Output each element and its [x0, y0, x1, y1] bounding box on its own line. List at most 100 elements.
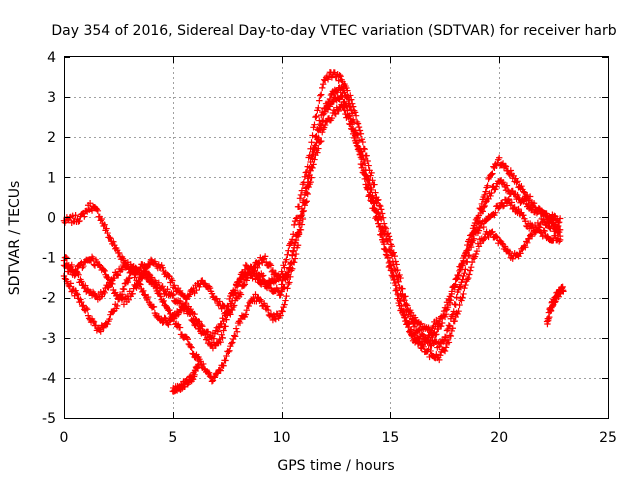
data-point [240, 282, 248, 289]
data-point [355, 147, 363, 155]
data-point [237, 291, 245, 298]
data-point [201, 331, 209, 339]
data-point [336, 96, 343, 103]
data-point [278, 307, 285, 315]
data-point [283, 292, 290, 300]
data-point [464, 276, 471, 283]
data-point [464, 241, 471, 249]
data-point [505, 195, 513, 203]
data-point [297, 213, 305, 220]
data-point [207, 334, 215, 341]
data-point [198, 321, 205, 329]
data-point [520, 188, 527, 195]
y-tick-label: 4 [47, 50, 56, 66]
data-point [375, 196, 382, 203]
data-point [294, 242, 302, 249]
data-point [295, 203, 303, 210]
data-point [170, 291, 177, 298]
data-point [416, 321, 424, 328]
data-point [347, 92, 354, 99]
series-segment-e [169, 357, 203, 395]
data-point [373, 213, 380, 220]
data-point [458, 297, 465, 304]
data-point [186, 291, 193, 298]
data-point [289, 251, 296, 259]
data-point [220, 327, 227, 334]
chart-title: Day 354 of 2016, Sidereal Day-to-day VTE… [51, 23, 616, 39]
data-point [419, 331, 426, 338]
data-point [346, 112, 353, 119]
data-point [314, 149, 321, 156]
data-point [556, 236, 564, 244]
data-point [263, 284, 271, 292]
data-point [89, 255, 97, 262]
data-point [290, 231, 297, 238]
data-point [297, 191, 305, 199]
data-point [284, 285, 291, 292]
data-point [197, 281, 204, 288]
data-point [304, 182, 311, 190]
data-point [358, 136, 366, 143]
data-point [394, 266, 401, 274]
data-point [453, 294, 460, 301]
data-point [309, 155, 316, 162]
data-point [227, 311, 234, 318]
data-point [349, 125, 357, 133]
data-point [277, 312, 284, 319]
data-point [86, 200, 94, 207]
data-point [306, 171, 313, 179]
data-point [318, 122, 325, 129]
data-point [549, 216, 556, 223]
data-point [503, 200, 511, 207]
data-point [366, 191, 373, 198]
data-point [216, 335, 223, 343]
data-point [395, 292, 402, 300]
data-point [515, 194, 522, 202]
data-point [164, 286, 171, 293]
data-point [316, 97, 323, 104]
data-point [263, 303, 271, 310]
data-point [296, 195, 304, 202]
data-point [385, 263, 393, 271]
data-point [498, 240, 506, 247]
data-point [461, 269, 468, 277]
data-point [327, 91, 335, 99]
data-point [298, 187, 306, 194]
data-point [445, 339, 453, 346]
data-point [266, 280, 274, 287]
data-point [393, 261, 400, 268]
data-point [191, 310, 198, 318]
data-point [67, 268, 74, 275]
data-point [300, 207, 308, 215]
data-point [315, 145, 322, 152]
data-point [448, 288, 456, 295]
data-point [332, 110, 339, 118]
y-tick-label: -5 [42, 411, 56, 427]
data-point [441, 333, 449, 341]
data-point [378, 210, 386, 217]
data-point [84, 312, 92, 319]
data-point [144, 293, 152, 301]
data-point [76, 217, 83, 225]
data-point [315, 104, 322, 111]
data-point [318, 91, 325, 98]
data-point [548, 214, 555, 222]
data-point [355, 123, 363, 131]
data-point [331, 109, 338, 117]
data-point [226, 295, 233, 303]
data-point [72, 287, 79, 294]
data-point [489, 228, 496, 235]
data-point [513, 179, 520, 186]
plot-frame [64, 56, 609, 419]
data-point [312, 113, 319, 121]
data-point [354, 120, 362, 127]
data-point [354, 143, 362, 150]
x-tick-label: 25 [599, 430, 617, 446]
data-point [381, 224, 389, 231]
data-point [274, 287, 281, 294]
data-point [473, 247, 481, 255]
data-point [169, 292, 176, 299]
data-point [222, 323, 229, 330]
data-point [309, 132, 316, 139]
data-point [101, 221, 108, 228]
